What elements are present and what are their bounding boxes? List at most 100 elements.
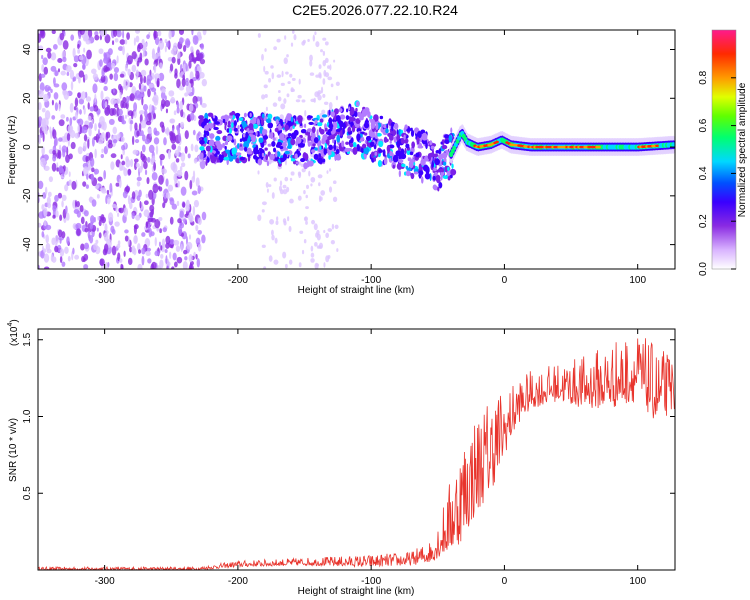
spectrogram-cell bbox=[165, 192, 171, 199]
spectrogram-cell bbox=[50, 52, 57, 61]
spectrogram-cell bbox=[349, 116, 355, 122]
spectrogram-cell bbox=[129, 122, 133, 132]
spectrogram-cell bbox=[355, 118, 361, 125]
spectrogram-cell bbox=[39, 82, 45, 92]
spectrogram-cell bbox=[160, 98, 166, 108]
spectrogram-cell bbox=[364, 153, 367, 160]
spectrogram-cell bbox=[153, 63, 157, 74]
spectrogram-cell bbox=[154, 73, 161, 81]
snr-scale-label: (x104) bbox=[7, 319, 20, 346]
spectrogram-cell bbox=[167, 261, 171, 266]
spectrogram-cell bbox=[139, 201, 142, 209]
spectrogram-cell bbox=[61, 231, 66, 239]
spectrogram-core bbox=[671, 142, 675, 148]
spectrogram-cell bbox=[79, 109, 82, 115]
spectrogram-cell bbox=[182, 74, 186, 81]
spectrogram-cell bbox=[189, 112, 195, 121]
snr-ylabel: SNR (10 * v/v) bbox=[8, 418, 19, 482]
spectrogram-cell bbox=[41, 64, 45, 73]
spectrogram-cell bbox=[308, 160, 314, 167]
spectrogram-cell bbox=[311, 219, 316, 225]
spectrogram-cell bbox=[61, 145, 67, 153]
spectrogram-cell bbox=[404, 147, 407, 155]
spectrogram-cell bbox=[51, 115, 56, 120]
spectrogram-cell bbox=[181, 77, 186, 87]
spectrogram-cell bbox=[304, 109, 307, 117]
spectrogram-cell bbox=[369, 141, 375, 147]
spectrogram-cell bbox=[192, 76, 197, 82]
spectrogram-cell bbox=[87, 115, 92, 121]
spectrogram-cell bbox=[83, 264, 89, 269]
spectrogram-cell bbox=[329, 134, 336, 140]
spectrogram-cell bbox=[447, 176, 451, 181]
spectrogram-cell bbox=[193, 158, 198, 164]
spectrogram-cell bbox=[121, 160, 126, 166]
spectrogram-cell bbox=[197, 243, 202, 252]
spectrogram-cell bbox=[120, 136, 125, 143]
spectrogram-cell bbox=[42, 192, 47, 199]
spectrogram-cell bbox=[84, 73, 88, 81]
spectrogram-cell bbox=[317, 122, 323, 127]
spectrogram-cell bbox=[176, 256, 183, 264]
spectrogram-cell bbox=[434, 158, 441, 166]
spectrogram-cell bbox=[224, 140, 229, 146]
spectrogram-cell bbox=[418, 170, 424, 176]
spectrogram-cell bbox=[269, 131, 274, 140]
spectrogram-cell bbox=[236, 114, 239, 123]
spectrogram-cell bbox=[141, 96, 144, 106]
spectrogram-cell bbox=[141, 255, 145, 266]
spectrogram-cell bbox=[436, 178, 441, 184]
spectrogram-cell bbox=[62, 56, 67, 63]
spectrogram-cell bbox=[294, 153, 298, 160]
spectrogram-cell bbox=[267, 113, 273, 120]
spectrogram-cell bbox=[138, 110, 145, 115]
spectrogram-cell bbox=[74, 111, 78, 120]
spectrogram-ytick-label: 0 bbox=[22, 144, 33, 150]
spectrogram-cell bbox=[136, 181, 141, 187]
spectrogram-cell bbox=[239, 128, 244, 132]
spectrogram-cell bbox=[166, 41, 170, 48]
spectrogram-cell bbox=[400, 153, 407, 160]
spectrogram-cell bbox=[125, 158, 131, 168]
spectrogram-cell bbox=[112, 30, 118, 37]
spectrogram-cell bbox=[188, 254, 193, 263]
spectrogram-cell bbox=[405, 165, 409, 170]
spectrogram-cell bbox=[192, 205, 196, 216]
spectrogram-cell bbox=[319, 118, 324, 123]
spectrogram-cell bbox=[43, 219, 47, 227]
spectrogram-cell bbox=[191, 175, 196, 183]
spectrogram-cell bbox=[74, 199, 77, 208]
spectrogram-cell bbox=[52, 205, 57, 212]
spectrogram-cell bbox=[179, 166, 183, 172]
spectrogram-cell bbox=[124, 64, 128, 72]
spectrogram-cell bbox=[159, 62, 163, 69]
spectrogram-cell bbox=[358, 117, 364, 121]
spectrogram-cell bbox=[315, 263, 319, 267]
spectrogram-cell bbox=[132, 149, 139, 155]
spectrogram-cell bbox=[288, 225, 292, 232]
spectrogram-cell bbox=[51, 162, 57, 172]
spectrogram-cell bbox=[373, 156, 377, 162]
spectrogram-cell bbox=[272, 137, 276, 142]
snr-xlabel: Height of straight line (km) bbox=[298, 586, 415, 597]
spectrogram-cell bbox=[140, 69, 147, 77]
spectrogram-cell bbox=[159, 259, 164, 269]
spectrogram-cell bbox=[50, 254, 54, 262]
spectrogram-cell bbox=[107, 261, 110, 268]
spectrogram-cell bbox=[229, 112, 234, 116]
spectrogram-cell bbox=[79, 30, 86, 36]
spectrogram-cell bbox=[70, 141, 76, 150]
spectrogram-cell bbox=[112, 139, 118, 144]
spectrogram-cell bbox=[144, 138, 150, 145]
spectrogram-cell bbox=[199, 58, 206, 65]
spectrogram-cell bbox=[223, 156, 230, 161]
spectrogram-cell bbox=[141, 232, 146, 237]
spectrogram-cell bbox=[113, 72, 119, 82]
spectrogram-cell bbox=[59, 256, 63, 264]
spectrogram-cell bbox=[88, 121, 93, 130]
spectrogram-cell bbox=[413, 162, 416, 166]
spectrogram-cell bbox=[255, 131, 258, 136]
spectrogram-cell bbox=[320, 190, 326, 196]
spectrogram-cell bbox=[352, 141, 357, 148]
